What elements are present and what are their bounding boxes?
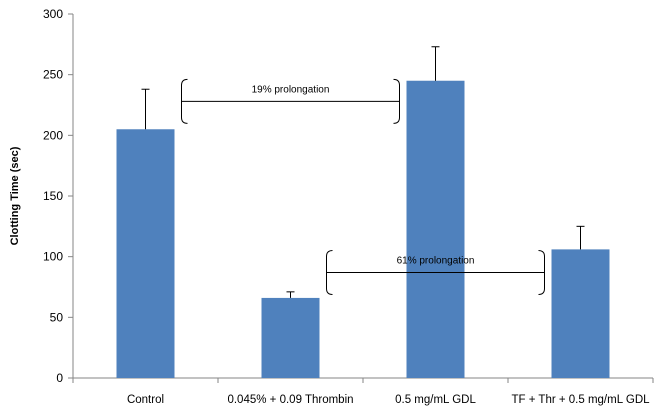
y-tick-label: 50 (50, 310, 64, 324)
y-tick-label: 0 (56, 371, 63, 385)
x-category-label: Control (127, 394, 164, 406)
bar (406, 80, 465, 378)
y-tick-label: 200 (43, 128, 63, 142)
y-tick-label: 300 (43, 7, 63, 21)
bar (116, 129, 175, 378)
annotation-label: 61% prolongation (397, 255, 475, 266)
axes: 0 50 100 150 200 250 300 Control 0.045% + 0.09 T… (43, 7, 654, 406)
bar (551, 249, 610, 378)
bars (116, 46, 610, 378)
annotations: 19% prolongation 61% prolongation (181, 78, 545, 295)
bar (261, 297, 320, 378)
x-category-label: TF + Thr + 0.5 mg/mL GDL (511, 394, 650, 406)
x-category-label: 0.5 mg/mL GDL (395, 394, 476, 406)
annotation-label: 19% prolongation (252, 84, 330, 95)
y-tick-label: 100 (43, 250, 63, 264)
y-axis-label: Clotting Time (sec) (9, 146, 21, 245)
y-tick-label: 250 (43, 68, 63, 82)
y-tick-label: 150 (43, 189, 63, 203)
x-category-label: 0.045% + 0.09 Thrombin (227, 394, 353, 406)
